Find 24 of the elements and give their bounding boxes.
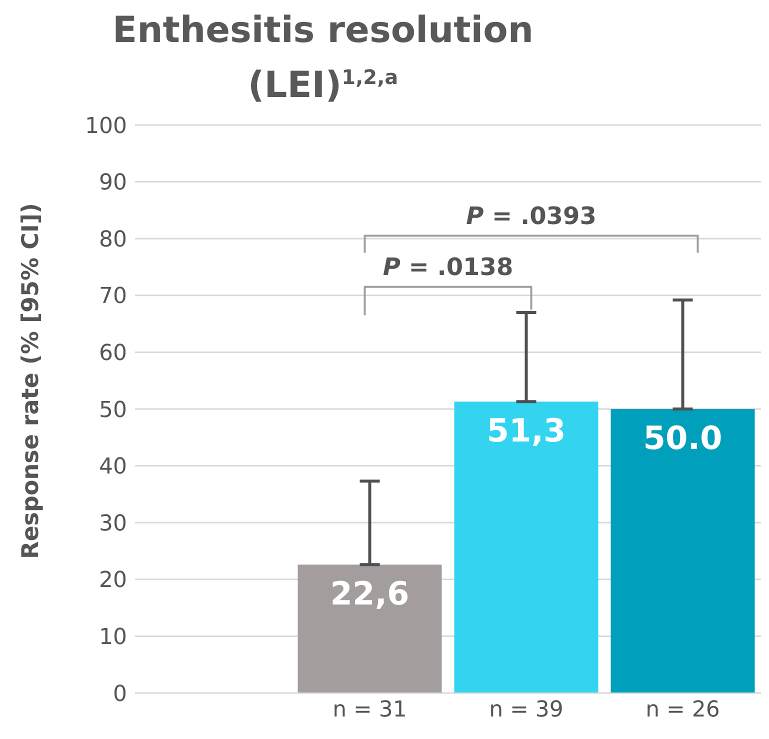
data-label: 50.0	[643, 419, 722, 457]
bar	[610, 409, 755, 693]
y-tick-label: 10	[99, 625, 127, 650]
chart-title: Enthesitis resolution (LEI)$^{1,2,a}$	[112, 9, 534, 108]
y-tick-label: 0	[113, 682, 127, 707]
data-label: 51,3	[486, 412, 566, 450]
bar	[298, 564, 442, 693]
y-tick-label: 80	[99, 227, 127, 252]
annotation: P = .0393	[466, 202, 596, 230]
y-tick-label: 100	[85, 114, 127, 139]
y-tick-label: 40	[99, 454, 127, 480]
x-tick-label: n = 39	[489, 698, 564, 723]
y-tick-label: 60	[99, 341, 127, 366]
y-tick-label: 30	[99, 511, 127, 536]
data-label: 22,6	[330, 574, 410, 613]
annotation: P = .0138	[382, 252, 514, 281]
x-tick-label: n = 26	[646, 698, 720, 723]
y-tick-label: 20	[99, 568, 127, 594]
x-tick-label: n = 31	[332, 698, 407, 723]
y-tick-label: 70	[99, 284, 127, 310]
y-tick-label: 90	[99, 170, 127, 196]
y-tick-label: 50	[99, 398, 127, 423]
y-axis-title: Response rate (% [95% CI])	[18, 203, 44, 559]
bar	[454, 402, 598, 693]
